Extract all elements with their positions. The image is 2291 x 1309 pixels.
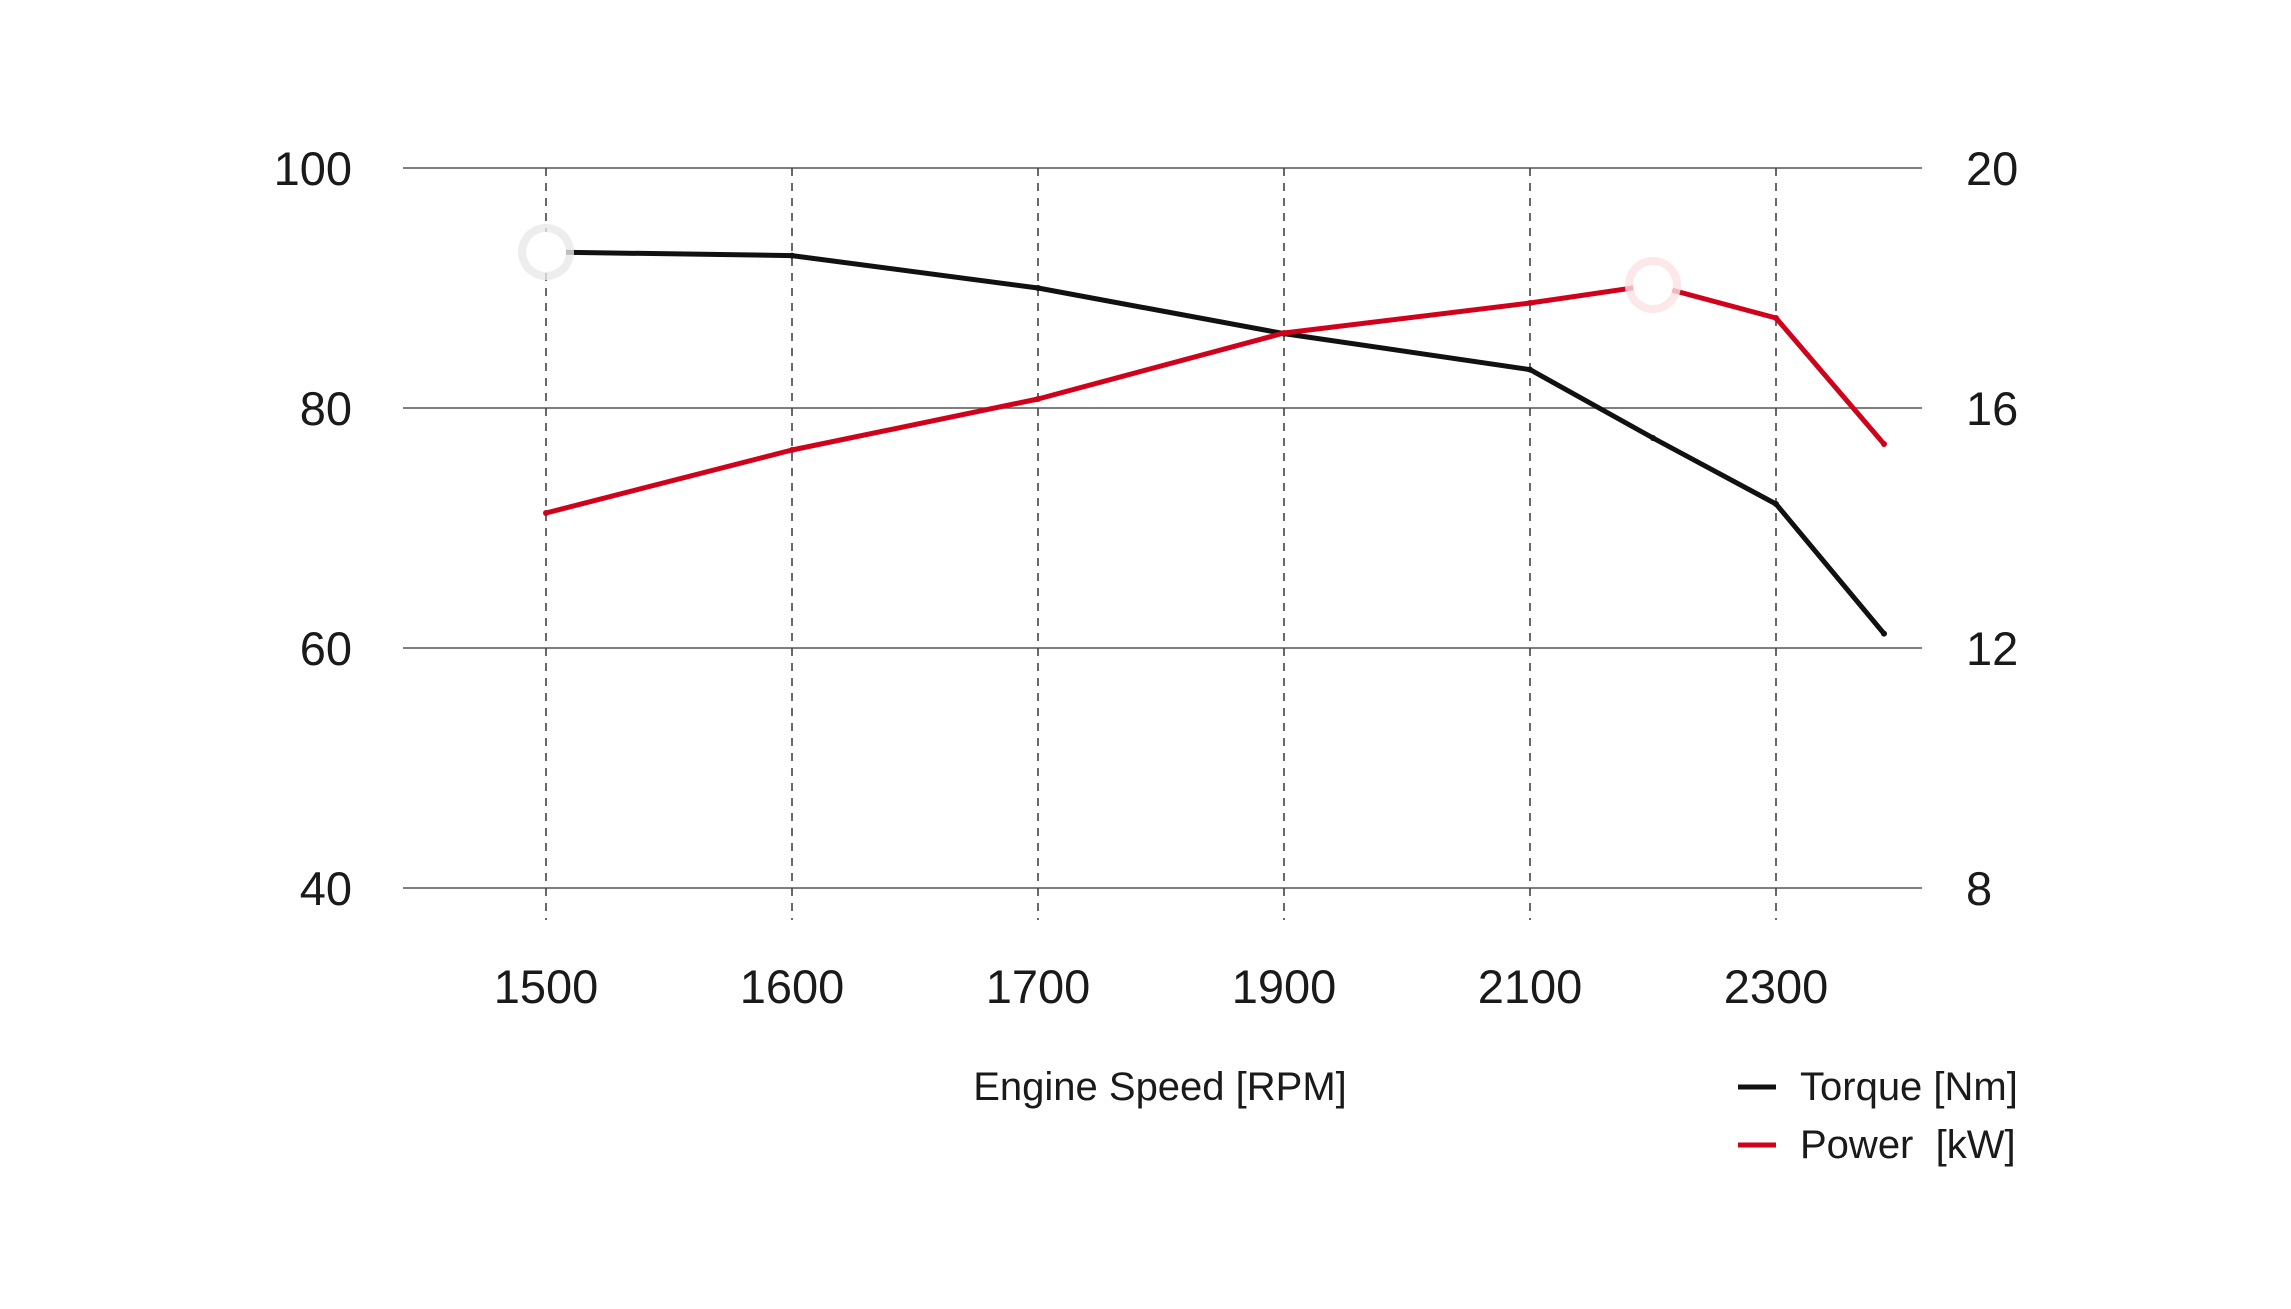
y-left-tick-label: 60 xyxy=(300,622,352,675)
highlight-markers xyxy=(518,224,1681,313)
legend-power-label: Power [kW] xyxy=(1800,1123,2016,1167)
series-line-power xyxy=(545,282,1886,516)
series-lines xyxy=(543,249,1887,637)
x-tick-label: 2100 xyxy=(1478,960,1583,1013)
highlight-marker-torque xyxy=(518,224,574,280)
axis-labels: 40 8 60 12 80 16 100 20 1500 1600 1700 1900 2100 2300 xyxy=(274,142,2019,1013)
x-tick-label: 1700 xyxy=(986,960,1091,1013)
data-point-power xyxy=(1035,396,1041,402)
x-axis-title: Engine Speed [RPM] xyxy=(973,1065,1347,1109)
y-left-tick-label: 80 xyxy=(300,382,352,435)
data-point-power xyxy=(543,510,549,516)
data-point-power xyxy=(1527,300,1533,306)
data-point-torque xyxy=(1773,501,1779,507)
y-left-tick-label: 100 xyxy=(274,142,352,195)
data-point-power xyxy=(1281,330,1287,336)
y-left-tick-label: 40 xyxy=(300,862,352,915)
data-point-torque xyxy=(1527,366,1533,373)
series-line-torque xyxy=(545,249,1886,636)
legend-torque-label: Torque [Nm] xyxy=(1800,1065,2018,1109)
data-point-torque xyxy=(1881,630,1887,637)
highlight-marker-power xyxy=(1625,257,1681,313)
data-point-torque xyxy=(1650,435,1656,441)
grid xyxy=(403,167,1922,920)
y-right-tick-label: 8 xyxy=(1966,862,1992,915)
y-right-tick-label: 16 xyxy=(1966,382,2018,435)
y-right-tick-label: 20 xyxy=(1966,142,2018,195)
data-point-power xyxy=(1773,315,1779,321)
data-point-power xyxy=(789,447,795,453)
y-right-tick-label: 12 xyxy=(1966,622,2018,675)
x-tick-label: 2300 xyxy=(1724,960,1829,1013)
x-tick-label: 1500 xyxy=(494,960,599,1013)
legend: Torque [Nm] Power [kW] xyxy=(1738,1065,2018,1167)
data-point-torque xyxy=(1035,285,1041,291)
x-tick-label: 1900 xyxy=(1232,960,1337,1013)
data-point-power xyxy=(1881,441,1887,447)
x-tick-label: 1600 xyxy=(740,960,845,1013)
data-point-torque xyxy=(789,252,795,259)
